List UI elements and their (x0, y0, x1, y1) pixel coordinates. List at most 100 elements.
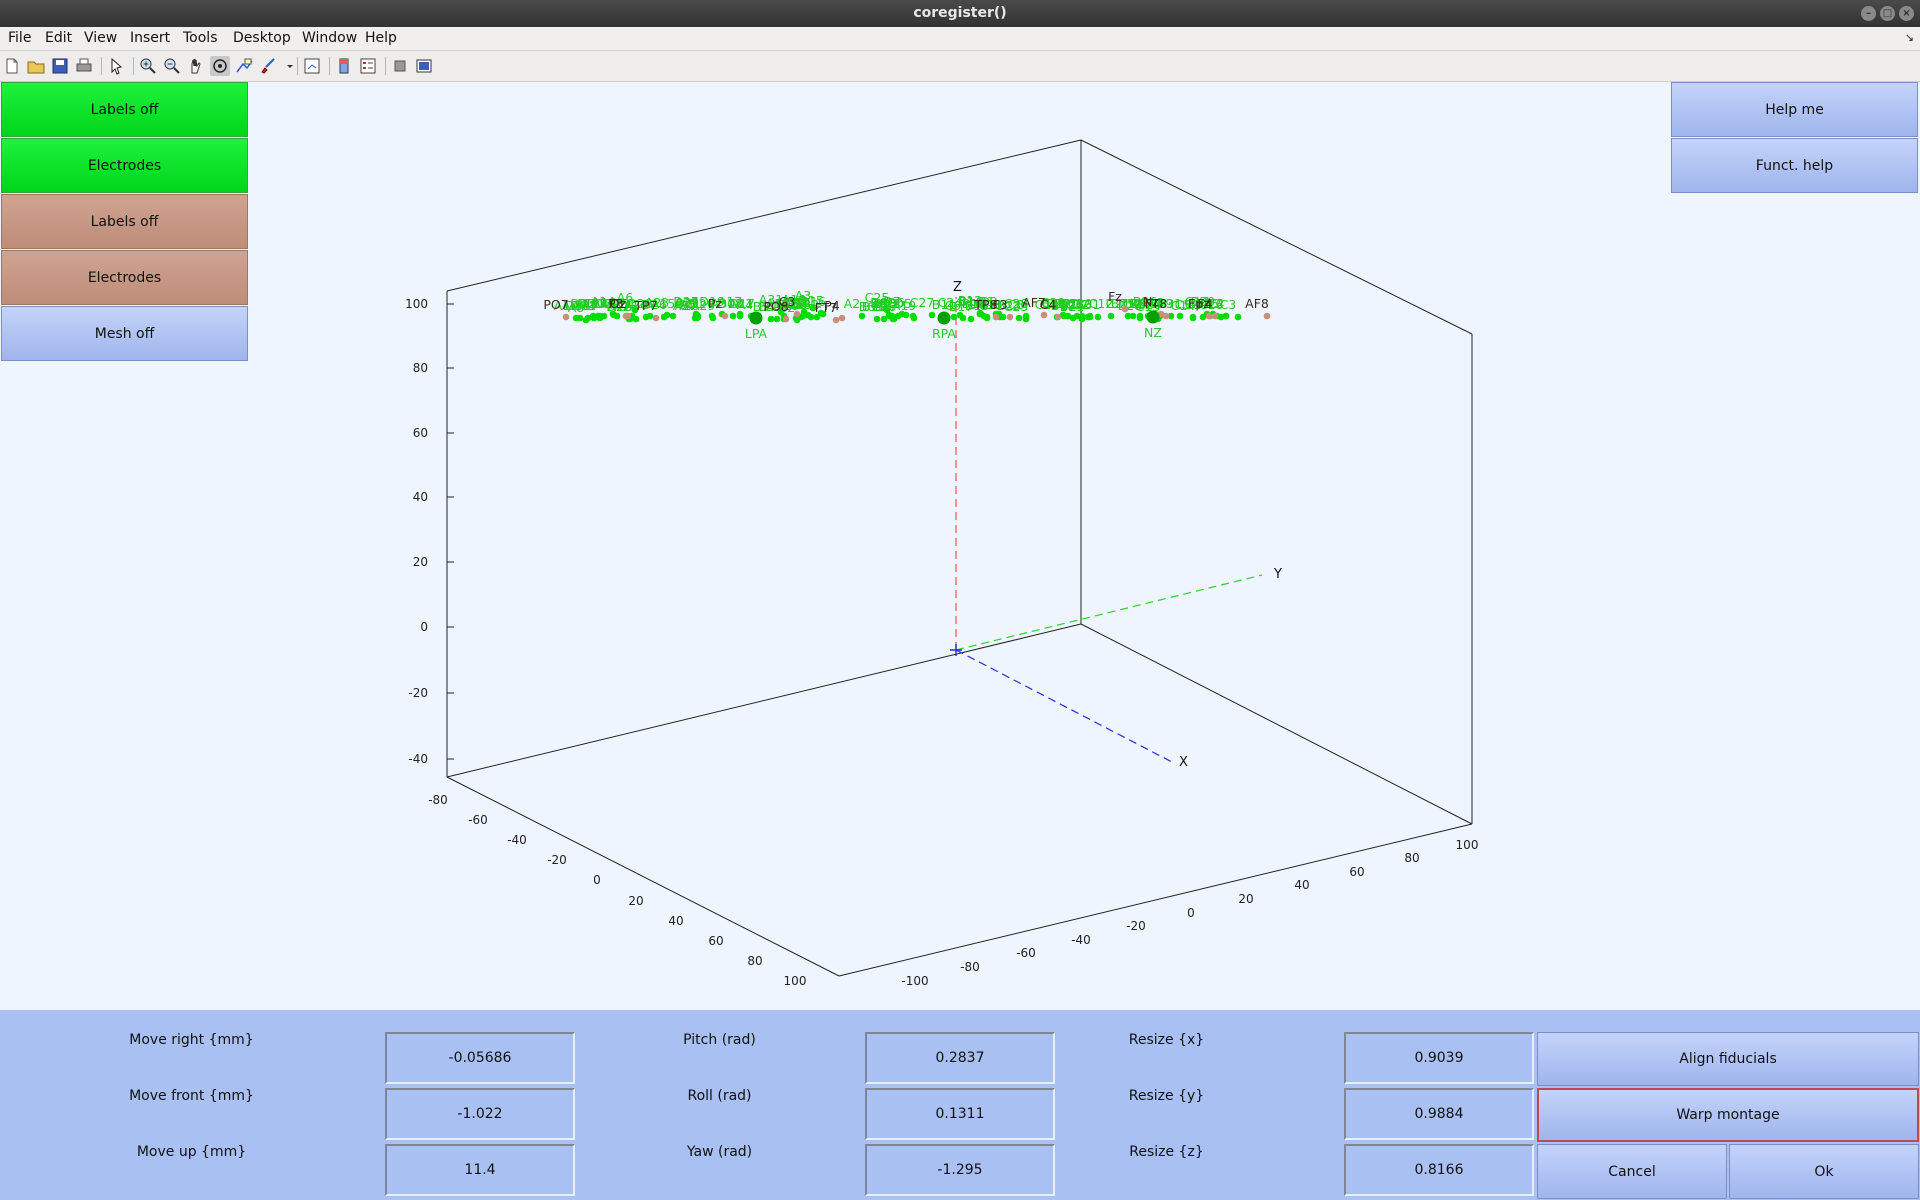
resize-x-input[interactable]: 0.9039 (1344, 1032, 1534, 1084)
new-file-icon[interactable] (2, 56, 22, 76)
roll-input[interactable]: 0.1311 (865, 1088, 1055, 1140)
z-tick-label: 60 (413, 426, 428, 440)
y-tick-label: 40 (1294, 878, 1309, 892)
menu-window[interactable]: Window (302, 30, 358, 46)
z-axis-label: Z (953, 280, 962, 295)
green-electrode-marker (909, 312, 917, 320)
pointer-icon[interactable] (106, 56, 126, 76)
green-electrode-marker (708, 312, 716, 320)
zoom-out-icon[interactable] (162, 56, 182, 76)
green-electrode-label: A2 (844, 296, 861, 311)
menu-edit[interactable]: Edit (45, 30, 73, 46)
maximize-icon[interactable]: □ (1880, 6, 1895, 21)
coordinate-axes: Z Y X (950, 280, 1282, 770)
green-electrode-label: D17 (729, 296, 755, 311)
green-electrode-label: C7 (1072, 297, 1089, 312)
green-electrode-label: A29 (691, 298, 716, 313)
green-electrode-label: C10 (978, 297, 1003, 312)
print-icon[interactable] (74, 56, 94, 76)
green-electrode-label: B16 (959, 294, 984, 309)
green-electrode-marker (858, 312, 866, 320)
green-electrode-label: C28 (1004, 296, 1029, 311)
green-electrode-label: B27 (1129, 296, 1153, 311)
green-electrode-marker (646, 312, 654, 320)
save-icon[interactable] (50, 56, 70, 76)
minimize-icon[interactable]: – (1861, 6, 1876, 21)
green-electrode-marker (804, 311, 812, 319)
electrode-3d-plot[interactable]: 100 80 60 40 20 0 -20 -40 -80 -60 -40 -20 0 20 40 60 80 1… (0, 82, 1920, 1010)
brush-icon[interactable] (258, 56, 278, 76)
yaw-input[interactable]: -1.295 (865, 1144, 1055, 1196)
warp-montage-button[interactable]: Warp montage (1537, 1088, 1919, 1142)
mesh-toggle-button[interactable]: Mesh off (1, 306, 248, 361)
colorbar-icon[interactable] (334, 56, 354, 76)
funct-help-button[interactable]: Funct. help (1671, 138, 1918, 193)
brown-electrode-label: P3 (608, 296, 624, 311)
green-electrode-marker (1136, 312, 1144, 320)
menu-insert[interactable]: Insert (130, 30, 171, 46)
rotate-3d-icon[interactable] (210, 56, 230, 76)
pan-icon[interactable] (186, 56, 206, 76)
align-fiducials-button[interactable]: Align fiducials (1537, 1032, 1919, 1086)
move-front-input[interactable]: -1.022 (385, 1088, 575, 1140)
ok-button[interactable]: Ok (1729, 1144, 1919, 1199)
show-plot-tools-icon[interactable] (414, 56, 434, 76)
y-tick-label: -100 (901, 974, 928, 988)
green-electrode-label: D32 (570, 296, 596, 311)
green-labels-toggle-button[interactable]: Labels off (1, 82, 248, 137)
green-electrode-label: D10 (773, 298, 799, 313)
pitch-input[interactable]: 0.2837 (865, 1032, 1055, 1084)
y-tick-label: 100 (1456, 838, 1479, 852)
close-icon[interactable]: × (1899, 6, 1914, 21)
green-electrode-marker (1073, 312, 1081, 320)
green-electrode-marker (1217, 313, 1225, 321)
move-right-input[interactable]: -0.05686 (385, 1032, 575, 1084)
resize-z-input[interactable]: 0.8166 (1344, 1144, 1534, 1196)
menu-desktop[interactable]: Desktop (233, 30, 291, 46)
move-up-input[interactable]: 11.4 (385, 1144, 575, 1196)
green-electrodes-toggle-button[interactable]: Electrodes (1, 138, 248, 193)
menu-view[interactable]: View (84, 30, 118, 46)
help-me-button[interactable]: Help me (1671, 82, 1918, 137)
green-electrode-label: A5 (680, 297, 697, 312)
green-electrode-label: D31 (565, 298, 591, 313)
menu-tools[interactable]: Tools (183, 30, 218, 46)
green-electrode-label: B21 (1060, 299, 1084, 314)
green-electrode-label: B30 (1188, 296, 1213, 311)
green-electrode-label: C24 (938, 295, 963, 310)
hide-plot-tools-icon[interactable] (390, 56, 410, 76)
axes-box-edge (446, 623, 1082, 778)
link-icon[interactable] (302, 56, 322, 76)
x-tick-label: -20 (547, 853, 567, 867)
brush-dropdown-icon[interactable] (280, 56, 293, 76)
resize-y-input[interactable]: 0.9884 (1344, 1088, 1534, 1140)
green-electrode-label: C1 (1185, 297, 1202, 312)
green-electrode-label: C29 (1041, 295, 1066, 310)
brown-electrode-marker (992, 313, 1000, 321)
brown-electrode-label: Fz (1108, 289, 1122, 304)
green-electrode-marker (983, 313, 991, 321)
green-electrode-label: C6 (1130, 296, 1147, 311)
menubar-dock-icon[interactable]: ↘ (1904, 31, 1914, 44)
data-cursor-icon[interactable] (234, 56, 254, 76)
green-electrode-label: B18 (1042, 296, 1067, 311)
green-electrode-marker (613, 312, 621, 320)
green-electrode-marker (1094, 313, 1102, 321)
brown-electrode-marker (832, 316, 840, 324)
brown-electrode-marker (793, 310, 801, 318)
green-electrode-label: B25 (1111, 296, 1135, 311)
zoom-in-icon[interactable] (138, 56, 158, 76)
green-electrode-label: D18 (717, 296, 743, 311)
brown-labels-toggle-button[interactable]: Labels off (1, 194, 248, 249)
menu-help[interactable]: Help (365, 30, 397, 46)
brown-electrode-label: FT7 (815, 300, 838, 315)
green-electrode-label: B19 (1051, 298, 1076, 313)
cancel-button[interactable]: Cancel (1537, 1144, 1727, 1199)
green-electrode-label: C11 (1035, 297, 1060, 312)
menu-file[interactable]: File (8, 30, 32, 46)
open-file-icon[interactable] (26, 56, 46, 76)
x-axis-line (955, 649, 1173, 763)
brown-electrodes-toggle-button[interactable]: Electrodes (1, 250, 248, 305)
legend-icon[interactable] (358, 56, 378, 76)
x-tick-label: -40 (507, 833, 527, 847)
